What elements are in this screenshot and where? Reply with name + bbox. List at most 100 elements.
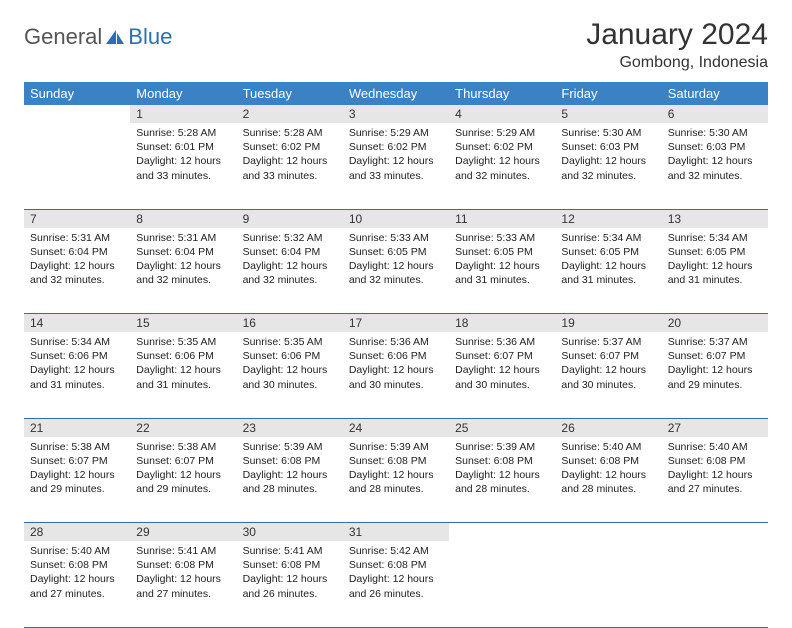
sunset-line: Sunset: 6:07 PM — [455, 349, 549, 363]
daylight-line: Daylight: 12 hours and 31 minutes. — [455, 259, 549, 287]
day-cell: Sunrise: 5:41 AMSunset: 6:08 PMDaylight:… — [130, 541, 236, 627]
sunset-line: Sunset: 6:08 PM — [455, 454, 549, 468]
sunset-line: Sunset: 6:07 PM — [30, 454, 124, 468]
daynum-row: 123456 — [24, 105, 768, 123]
daylight-line: Daylight: 12 hours and 30 minutes. — [349, 363, 443, 391]
day-cell: Sunrise: 5:30 AMSunset: 6:03 PMDaylight:… — [662, 123, 768, 209]
calendar-body: 123456Sunrise: 5:28 AMSunset: 6:01 PMDay… — [24, 105, 768, 627]
day-number-cell: 30 — [237, 523, 343, 542]
weekday-header: Saturday — [662, 82, 768, 105]
day-number-cell: 12 — [555, 209, 661, 228]
day-details: Sunrise: 5:34 AMSunset: 6:05 PMDaylight:… — [555, 228, 661, 294]
weekday-header: Tuesday — [237, 82, 343, 105]
day-details: Sunrise: 5:28 AMSunset: 6:01 PMDaylight:… — [130, 123, 236, 189]
calendar-table: SundayMondayTuesdayWednesdayThursdayFrid… — [24, 82, 768, 628]
day-number-cell: 11 — [449, 209, 555, 228]
sunset-line: Sunset: 6:02 PM — [243, 140, 337, 154]
daylight-line: Daylight: 12 hours and 31 minutes. — [30, 363, 124, 391]
day-cell: Sunrise: 5:33 AMSunset: 6:05 PMDaylight:… — [449, 228, 555, 314]
week-row: Sunrise: 5:34 AMSunset: 6:06 PMDaylight:… — [24, 332, 768, 418]
week-row: Sunrise: 5:38 AMSunset: 6:07 PMDaylight:… — [24, 437, 768, 523]
daylight-line: Daylight: 12 hours and 32 minutes. — [668, 154, 762, 182]
day-details: Sunrise: 5:41 AMSunset: 6:08 PMDaylight:… — [237, 541, 343, 607]
day-number-cell: 26 — [555, 418, 661, 437]
daylight-line: Daylight: 12 hours and 33 minutes. — [136, 154, 230, 182]
daylight-line: Daylight: 12 hours and 26 minutes. — [243, 572, 337, 600]
sunrise-line: Sunrise: 5:31 AM — [136, 231, 230, 245]
sunset-line: Sunset: 6:02 PM — [349, 140, 443, 154]
daylight-line: Daylight: 12 hours and 32 minutes. — [561, 154, 655, 182]
day-number-cell: 14 — [24, 314, 130, 333]
sunrise-line: Sunrise: 5:35 AM — [243, 335, 337, 349]
daylight-line: Daylight: 12 hours and 32 minutes. — [136, 259, 230, 287]
daylight-line: Daylight: 12 hours and 33 minutes. — [243, 154, 337, 182]
day-details: Sunrise: 5:39 AMSunset: 6:08 PMDaylight:… — [343, 437, 449, 503]
day-cell: Sunrise: 5:39 AMSunset: 6:08 PMDaylight:… — [449, 437, 555, 523]
day-cell: Sunrise: 5:37 AMSunset: 6:07 PMDaylight:… — [662, 332, 768, 418]
sunset-line: Sunset: 6:03 PM — [561, 140, 655, 154]
day-cell: Sunrise: 5:32 AMSunset: 6:04 PMDaylight:… — [237, 228, 343, 314]
day-details: Sunrise: 5:30 AMSunset: 6:03 PMDaylight:… — [662, 123, 768, 189]
day-cell: Sunrise: 5:37 AMSunset: 6:07 PMDaylight:… — [555, 332, 661, 418]
sunset-line: Sunset: 6:04 PM — [136, 245, 230, 259]
weekday-header: Thursday — [449, 82, 555, 105]
sunrise-line: Sunrise: 5:33 AM — [349, 231, 443, 245]
day-number-cell: 27 — [662, 418, 768, 437]
location-label: Gombong, Indonesia — [586, 54, 768, 72]
daylight-line: Daylight: 12 hours and 28 minutes. — [243, 468, 337, 496]
day-cell — [24, 123, 130, 209]
sunrise-line: Sunrise: 5:34 AM — [30, 335, 124, 349]
day-cell: Sunrise: 5:35 AMSunset: 6:06 PMDaylight:… — [130, 332, 236, 418]
sunrise-line: Sunrise: 5:39 AM — [455, 440, 549, 454]
day-details: Sunrise: 5:37 AMSunset: 6:07 PMDaylight:… — [555, 332, 661, 398]
header: General Blue January 2024 Gombong, Indon… — [24, 18, 768, 72]
daylight-line: Daylight: 12 hours and 29 minutes. — [136, 468, 230, 496]
weekday-header: Friday — [555, 82, 661, 105]
daylight-line: Daylight: 12 hours and 30 minutes. — [243, 363, 337, 391]
day-number-cell: 10 — [343, 209, 449, 228]
daylight-line: Daylight: 12 hours and 31 minutes. — [561, 259, 655, 287]
week-row: Sunrise: 5:28 AMSunset: 6:01 PMDaylight:… — [24, 123, 768, 209]
sunrise-line: Sunrise: 5:29 AM — [455, 126, 549, 140]
sunrise-line: Sunrise: 5:40 AM — [561, 440, 655, 454]
day-number-cell: 4 — [449, 105, 555, 123]
day-cell: Sunrise: 5:34 AMSunset: 6:05 PMDaylight:… — [662, 228, 768, 314]
day-number-cell: 28 — [24, 523, 130, 542]
day-details: Sunrise: 5:34 AMSunset: 6:06 PMDaylight:… — [24, 332, 130, 398]
sunset-line: Sunset: 6:04 PM — [30, 245, 124, 259]
day-number-cell: 29 — [130, 523, 236, 542]
day-cell — [449, 541, 555, 627]
day-number-cell — [555, 523, 661, 542]
daylight-line: Daylight: 12 hours and 32 minutes. — [30, 259, 124, 287]
day-cell: Sunrise: 5:36 AMSunset: 6:07 PMDaylight:… — [449, 332, 555, 418]
day-number-cell: 3 — [343, 105, 449, 123]
day-cell — [662, 541, 768, 627]
day-number-cell: 17 — [343, 314, 449, 333]
day-details: Sunrise: 5:31 AMSunset: 6:04 PMDaylight:… — [130, 228, 236, 294]
daylight-line: Daylight: 12 hours and 26 minutes. — [349, 572, 443, 600]
day-number-cell — [662, 523, 768, 542]
sunset-line: Sunset: 6:05 PM — [561, 245, 655, 259]
title-block: January 2024 Gombong, Indonesia — [586, 18, 768, 72]
day-cell: Sunrise: 5:39 AMSunset: 6:08 PMDaylight:… — [343, 437, 449, 523]
logo-text-blue: Blue — [128, 24, 172, 50]
day-cell: Sunrise: 5:33 AMSunset: 6:05 PMDaylight:… — [343, 228, 449, 314]
daylight-line: Daylight: 12 hours and 27 minutes. — [668, 468, 762, 496]
day-details: Sunrise: 5:39 AMSunset: 6:08 PMDaylight:… — [449, 437, 555, 503]
day-details: Sunrise: 5:38 AMSunset: 6:07 PMDaylight:… — [24, 437, 130, 503]
day-number-cell: 5 — [555, 105, 661, 123]
sunrise-line: Sunrise: 5:37 AM — [668, 335, 762, 349]
daynum-row: 21222324252627 — [24, 418, 768, 437]
daylight-line: Daylight: 12 hours and 30 minutes. — [455, 363, 549, 391]
day-cell: Sunrise: 5:36 AMSunset: 6:06 PMDaylight:… — [343, 332, 449, 418]
daylight-line: Daylight: 12 hours and 32 minutes. — [455, 154, 549, 182]
day-cell: Sunrise: 5:39 AMSunset: 6:08 PMDaylight:… — [237, 437, 343, 523]
calendar-head: SundayMondayTuesdayWednesdayThursdayFrid… — [24, 82, 768, 105]
daylight-line: Daylight: 12 hours and 32 minutes. — [243, 259, 337, 287]
day-cell: Sunrise: 5:31 AMSunset: 6:04 PMDaylight:… — [24, 228, 130, 314]
sunrise-line: Sunrise: 5:37 AM — [561, 335, 655, 349]
day-number-cell: 16 — [237, 314, 343, 333]
daynum-row: 78910111213 — [24, 209, 768, 228]
sail-icon — [104, 28, 126, 46]
sunset-line: Sunset: 6:05 PM — [455, 245, 549, 259]
